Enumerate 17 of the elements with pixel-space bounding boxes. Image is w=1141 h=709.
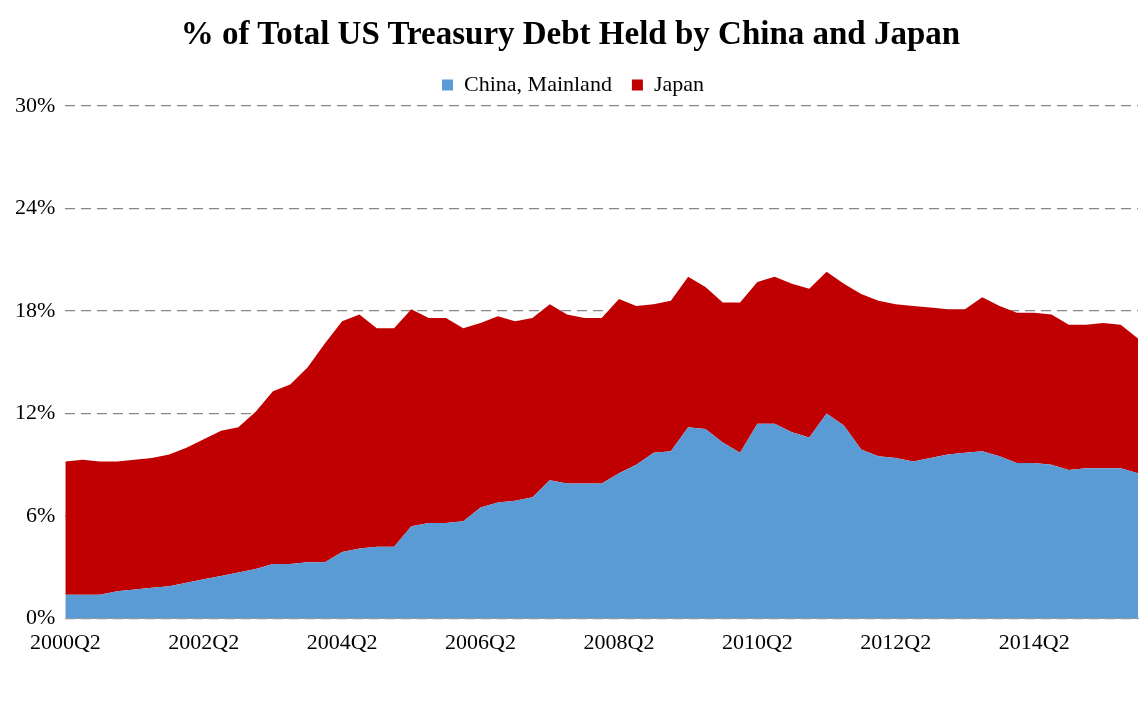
legend-label: Japan xyxy=(653,70,704,96)
x-tick-label: 2008Q2 xyxy=(583,628,655,654)
x-tick-label: 2010Q2 xyxy=(721,628,793,654)
x-tick-label: 2014Q2 xyxy=(998,628,1070,654)
x-tick-label: 2004Q2 xyxy=(306,628,378,654)
y-tick-label: 12% xyxy=(15,399,56,425)
x-tick-label: 2000Q2 xyxy=(29,628,101,654)
y-tick-label: 30% xyxy=(15,91,56,117)
x-tick-label: 2012Q2 xyxy=(860,628,932,654)
y-tick-label: 6% xyxy=(26,501,56,527)
x-tick-label: 2006Q2 xyxy=(445,628,516,654)
legend-label: China, Mainland xyxy=(464,70,612,96)
chart-title: % of Total US Treasury Debt Held by China and Japan xyxy=(179,14,962,53)
x-tick-label: 2002Q2 xyxy=(168,628,240,654)
y-tick-label: 18% xyxy=(15,296,56,322)
y-tick-label: 24% xyxy=(15,194,56,220)
y-tick-label: 0% xyxy=(26,604,56,630)
